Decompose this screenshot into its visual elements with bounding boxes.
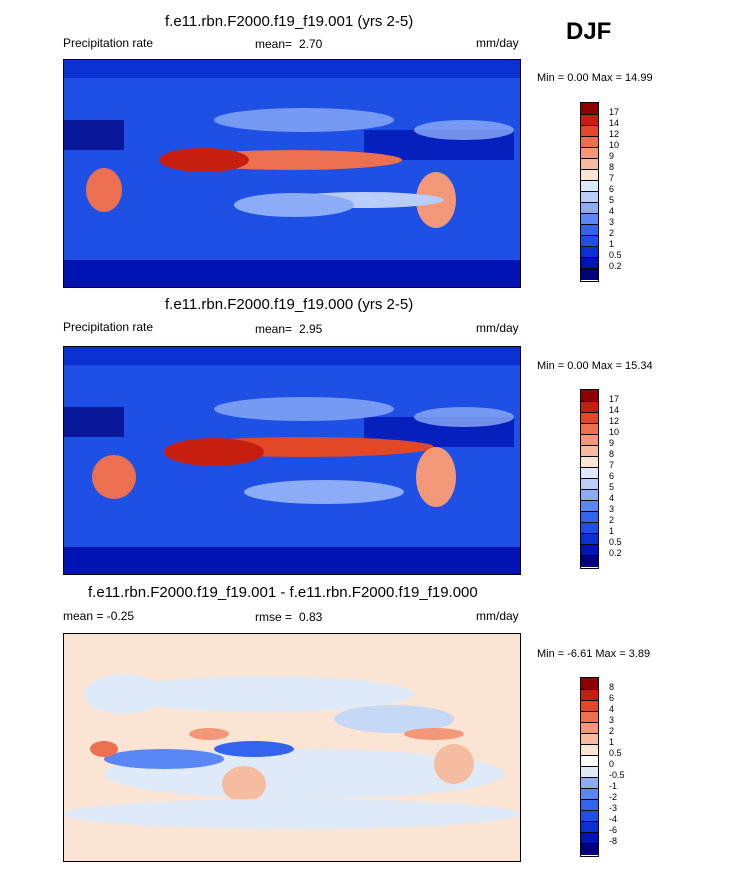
panel3-rmse-label: rmse = bbox=[255, 610, 293, 624]
cbar3-tick: -2 bbox=[609, 792, 618, 802]
panel3-map bbox=[63, 633, 521, 862]
cbar3-tick: 0 bbox=[609, 759, 615, 769]
cbar2-tick: 12 bbox=[609, 416, 620, 426]
cbar1-tick: 0.2 bbox=[609, 261, 622, 271]
cbar3-tick: 0.5 bbox=[609, 748, 622, 758]
panel2-map-field bbox=[64, 347, 520, 574]
cbar2-tick: 5 bbox=[609, 482, 615, 492]
panel2-minmax: Min = 0.00 Max = 15.34 bbox=[537, 360, 653, 372]
panel1-minmax: Min = 0.00 Max = 14.99 bbox=[537, 72, 653, 84]
panel2-units: mm/day bbox=[476, 321, 519, 335]
panel2-variable-label: Precipitation rate bbox=[63, 320, 154, 334]
cbar3-tick: -4 bbox=[609, 814, 618, 824]
panel3-minmax: Min = -6.61 Max = 3.89 bbox=[537, 648, 651, 660]
panel1-mean-label: mean= bbox=[255, 37, 293, 51]
cbar2-tick: 1 bbox=[609, 526, 615, 536]
cbar2-tick: 0.5 bbox=[609, 537, 622, 547]
cbar1-tick: 6 bbox=[609, 184, 615, 194]
cbar3-tick: 4 bbox=[609, 704, 615, 714]
panel1-mean-value: 2.70 bbox=[299, 37, 323, 51]
panel2-map bbox=[63, 346, 521, 575]
panel3-units: mm/day bbox=[476, 609, 519, 623]
panel3-rmse-value: 0.83 bbox=[299, 610, 323, 624]
cbar1-tick: 17 bbox=[609, 107, 620, 117]
panel1-units: mm/day bbox=[476, 36, 519, 50]
panel2-mean-label: mean= bbox=[255, 322, 293, 336]
cbar2-tick: 4 bbox=[609, 493, 615, 503]
panel3-map-field bbox=[64, 634, 520, 861]
cbar1-tick: 0.5 bbox=[609, 250, 622, 260]
panel3-colorbar bbox=[580, 677, 599, 857]
panel3-title: f.e11.rbn.F2000.f19_f19.001 - f.e11.rbn.… bbox=[88, 584, 478, 601]
cbar3-tick: -3 bbox=[609, 803, 618, 813]
cbar1-tick: 8 bbox=[609, 162, 615, 172]
cbar2-tick: 14 bbox=[609, 405, 620, 415]
cbar1-tick: 1 bbox=[609, 239, 615, 249]
cbar3-tick: 8 bbox=[609, 682, 615, 692]
cbar1-tick: 9 bbox=[609, 151, 615, 161]
cbar2-tick: 0.2 bbox=[609, 548, 622, 558]
panel1-variable-label: Precipitation rate bbox=[63, 36, 154, 50]
season-label: DJF bbox=[566, 18, 612, 45]
cbar1-tick: 3 bbox=[609, 217, 615, 227]
cbar1-tick: 5 bbox=[609, 195, 615, 205]
cbar3-tick: -0.5 bbox=[609, 770, 625, 780]
panel3-mean: mean = -0.25 bbox=[63, 609, 135, 623]
cbar3-tick: 2 bbox=[609, 726, 615, 736]
cbar3-tick: 6 bbox=[609, 693, 615, 703]
cbar2-tick: 3 bbox=[609, 504, 615, 514]
cbar1-tick: 7 bbox=[609, 173, 615, 183]
panel1-map-field bbox=[64, 60, 520, 287]
panel2-mean-value: 2.95 bbox=[299, 322, 323, 336]
cbar3-tick: 1 bbox=[609, 737, 615, 747]
cbar2-tick: 17 bbox=[609, 394, 620, 404]
cbar2-tick: 10 bbox=[609, 427, 620, 437]
cbar2-tick: 2 bbox=[609, 515, 615, 525]
cbar1-tick: 2 bbox=[609, 228, 615, 238]
cbar3-tick: -1 bbox=[609, 781, 618, 791]
cbar1-tick: 14 bbox=[609, 118, 620, 128]
cbar2-tick: 9 bbox=[609, 438, 615, 448]
cbar3-tick: 3 bbox=[609, 715, 615, 725]
panel1-title: f.e11.rbn.F2000.f19_f19.001 (yrs 2-5) bbox=[165, 13, 414, 30]
cbar1-tick: 4 bbox=[609, 206, 615, 216]
panel2-title: f.e11.rbn.F2000.f19_f19.000 (yrs 2-5) bbox=[165, 296, 414, 313]
cbar1-tick: 12 bbox=[609, 129, 620, 139]
cbar1-tick: 10 bbox=[609, 140, 620, 150]
panel2-colorbar bbox=[580, 389, 599, 569]
cbar2-tick: 6 bbox=[609, 471, 615, 481]
cbar2-tick: 7 bbox=[609, 460, 615, 470]
panel1-map bbox=[63, 59, 521, 288]
cbar3-tick: -6 bbox=[609, 825, 618, 835]
cbar3-tick: -8 bbox=[609, 836, 618, 846]
cbar2-tick: 8 bbox=[609, 449, 615, 459]
panel1-colorbar bbox=[580, 102, 599, 282]
